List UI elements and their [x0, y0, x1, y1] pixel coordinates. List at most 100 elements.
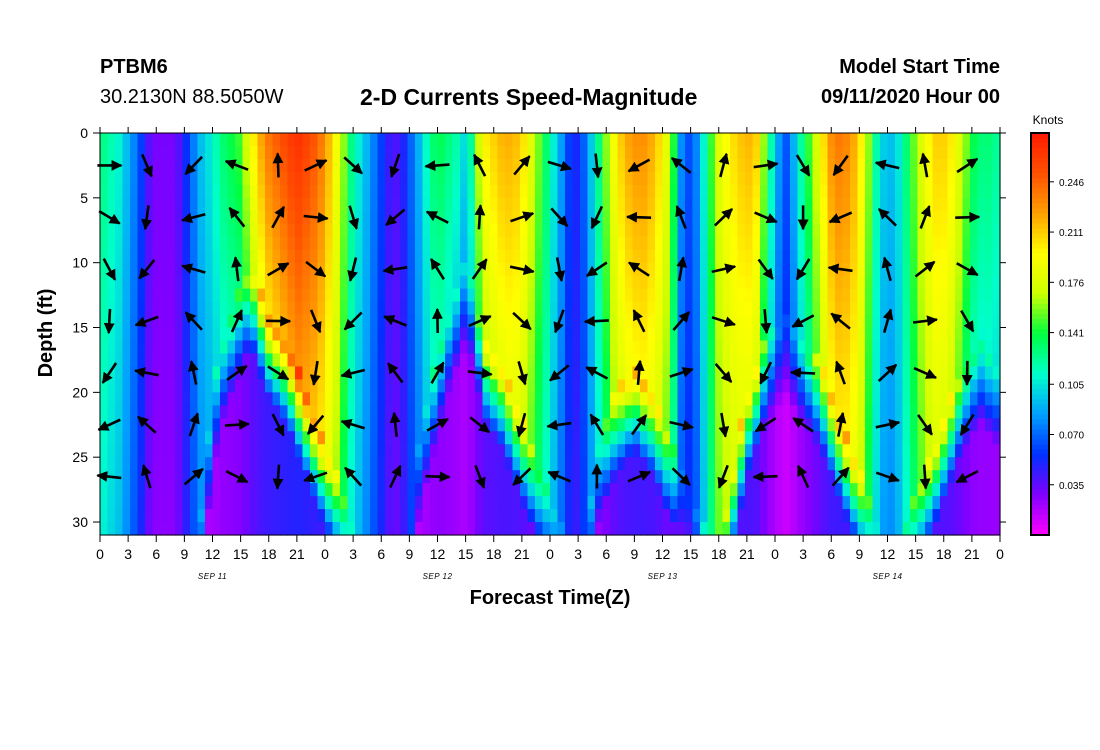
heatmap-cell [655, 158, 664, 173]
heatmap-cell [272, 496, 281, 510]
heatmap-cell [887, 340, 896, 355]
heatmap-cell [587, 184, 596, 199]
heatmap-cell [122, 275, 131, 290]
heatmap-cell [475, 496, 484, 510]
heatmap-cell [655, 327, 664, 342]
heatmap-cell [887, 171, 896, 186]
current-vector-arrow [759, 361, 773, 385]
heatmap-cell [265, 197, 274, 212]
heatmap-cell [137, 158, 146, 173]
heatmap-cell [662, 184, 671, 199]
heatmap-cell [917, 301, 926, 316]
heatmap-cell [212, 457, 221, 471]
heatmap-cell [677, 145, 686, 160]
heatmap-cell [970, 223, 979, 238]
colorbar-segment [1031, 308, 1049, 315]
heatmap-cell [445, 340, 454, 355]
heatmap-cell [535, 171, 544, 186]
heatmap-cell [850, 197, 859, 212]
heatmap-cell [970, 379, 979, 393]
heatmap-cell [280, 223, 289, 238]
heatmap-cell [280, 171, 289, 186]
heatmap-cell [752, 496, 761, 510]
heatmap-cell [955, 392, 964, 406]
heatmap-cell [992, 470, 1001, 484]
current-vector-arrow [134, 367, 159, 378]
heatmap-cell [182, 288, 191, 303]
heatmap-cell [505, 288, 514, 303]
heatmap-cell [910, 158, 919, 173]
heatmap-cell [872, 431, 881, 445]
heatmap-cell [212, 509, 221, 523]
heatmap-cell [625, 392, 634, 406]
heatmap-cell [632, 249, 641, 264]
heatmap-cell [212, 184, 221, 199]
heatmap-cell [557, 327, 566, 342]
heatmap-cell [760, 483, 769, 497]
heatmap-cell [550, 496, 559, 510]
heatmap-cell [617, 327, 626, 342]
heatmap-cell [370, 210, 379, 225]
heatmap-cell [205, 509, 214, 523]
heatmap-cell [565, 275, 574, 290]
current-vector-arrow [469, 416, 490, 434]
heatmap-cell [250, 522, 259, 536]
heatmap-cell [130, 249, 139, 264]
heatmap-cell [722, 301, 731, 316]
heatmap-cell [812, 392, 821, 406]
heatmap-cell [617, 353, 626, 368]
heatmap-cell [520, 522, 529, 536]
heatmap-cell [332, 288, 341, 303]
heatmap-cell [242, 197, 251, 212]
heatmap-cell [842, 418, 851, 432]
current-vector-arrow [183, 467, 204, 486]
heatmap-cell [512, 145, 521, 160]
heatmap-cell [497, 171, 506, 186]
heatmap-cell [100, 392, 109, 406]
heatmap-cell [122, 379, 131, 393]
heatmap-cell [580, 366, 589, 380]
heatmap-cell [827, 184, 836, 199]
heatmap-cell [160, 457, 169, 471]
heatmap-cell [685, 483, 694, 497]
current-vector-arrow [272, 152, 284, 178]
heatmap-cell [865, 379, 874, 393]
current-vector-arrow [510, 211, 535, 223]
heatmap-cell [377, 210, 386, 225]
heatmap-cell [355, 249, 364, 264]
heatmap-cell [827, 249, 836, 264]
heatmap-cell [977, 171, 986, 186]
heatmap-cell [437, 522, 446, 536]
heatmap-cell [985, 366, 994, 380]
heatmap-cell [145, 210, 154, 225]
heatmap-cell [152, 522, 161, 536]
heatmap-cell [430, 145, 439, 160]
heatmap-cell [760, 431, 769, 445]
heatmap-cell [220, 379, 229, 393]
heatmap-cell [655, 171, 664, 186]
heatmap-cell [865, 158, 874, 173]
heatmap-cell [707, 340, 716, 355]
heatmap-cell [445, 236, 454, 251]
heatmap-cell [722, 457, 731, 471]
heatmap-cell [377, 236, 386, 251]
heatmap-cell [580, 470, 589, 484]
heatmap-cell [580, 405, 589, 419]
heatmap-cell [880, 431, 889, 445]
heatmap-cell [227, 392, 236, 406]
heatmap-cell [775, 470, 784, 484]
heatmap-cell [977, 379, 986, 393]
heatmap-cell [235, 275, 244, 290]
heatmap-cell [902, 197, 911, 212]
heatmap-cell [865, 470, 874, 484]
current-vector-arrow [385, 208, 406, 226]
heatmap-cell [857, 210, 866, 225]
current-vector-arrow [550, 207, 569, 228]
current-vector-arrow [425, 210, 449, 224]
heatmap-cell [572, 366, 581, 380]
heatmap-cell [310, 431, 319, 445]
heatmap-cell [797, 405, 806, 419]
heatmap-cell [460, 457, 469, 471]
heatmap-cell [647, 444, 656, 458]
heatmap-cell [700, 133, 709, 147]
